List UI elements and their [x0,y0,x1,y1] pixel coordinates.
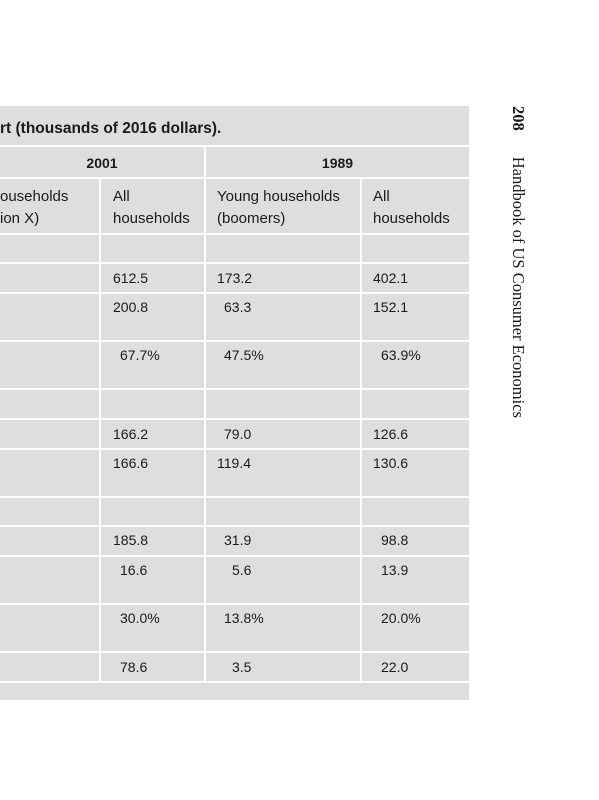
rule-below-caption [0,145,469,147]
table-cell: 63.3 [224,299,252,315]
rule-row [0,418,469,420]
rule-below-col-headers [0,233,469,235]
table-cell: 612.5 [113,270,149,286]
table-cell: 16.6 [120,562,148,578]
table-cell: 126.6 [373,426,409,442]
table-caption: rt (thousands of 2016 dollars). [0,106,469,146]
rule-row [0,262,469,264]
running-head: 208 Handbook of US Consumer Economics [508,106,528,418]
table-cell: 402.1 [373,270,409,286]
table-cell: 185.8 [113,532,149,548]
year-header-1989: 1989 [321,155,354,171]
rule-row [0,681,469,683]
rule-row [0,340,469,342]
data-table [0,106,469,700]
table-cell: 30.0% [120,610,160,626]
table-cell: 130.6 [373,455,409,471]
table-cell: 98.8 [381,532,409,548]
column-divider [99,179,101,681]
rule-below-years [0,177,469,179]
rule-row [0,651,469,653]
rule-row [0,525,469,527]
table-cell: 13.8% [224,610,264,626]
col-header-young-households-genx: ouseholds ion X) [0,188,69,227]
table-cell: 47.5% [224,347,264,363]
col-header-all-households-1989: All households [373,188,450,227]
table-cell: 31.9 [224,532,252,548]
table-cell: 166.6 [113,455,149,471]
rule-row [0,555,469,557]
table-cell: 119.4 [217,455,251,471]
rule-row [0,603,469,605]
table-cell: 5.6 [232,562,252,578]
table-cell: 22.0 [381,659,409,675]
year-header-2001: 2001 [86,155,118,171]
rule-row [0,388,469,390]
table-cell: 200.8 [113,299,149,315]
caption-text: rt (thousands of 2016 dollars). [0,120,222,137]
col-header-all-households-2001: All households [113,188,190,227]
table-cell: 78.6 [120,659,148,675]
rule-row [0,448,469,450]
book-title: Handbook of US Consumer Economics [509,156,528,418]
table-cell: 13.9 [381,562,409,578]
column-divider [204,179,206,681]
table-cell: 20.0% [381,610,421,626]
table-cell: 173.2 [217,270,253,286]
column-divider [360,179,362,681]
table-cell: 152.1 [373,299,409,315]
rule-row [0,496,469,498]
page-number: 208 [509,106,528,131]
table-cell: 79.0 [224,426,252,442]
col-header-young-households-boomers: Young households (boomers) [217,188,340,227]
table-cell: 67.7% [120,347,160,363]
table-cell: 166.2 [113,426,149,442]
year-divider [204,147,206,177]
table-cell: 63.9% [381,347,421,363]
rule-row [0,292,469,294]
table-cell: 3.5 [232,659,252,675]
